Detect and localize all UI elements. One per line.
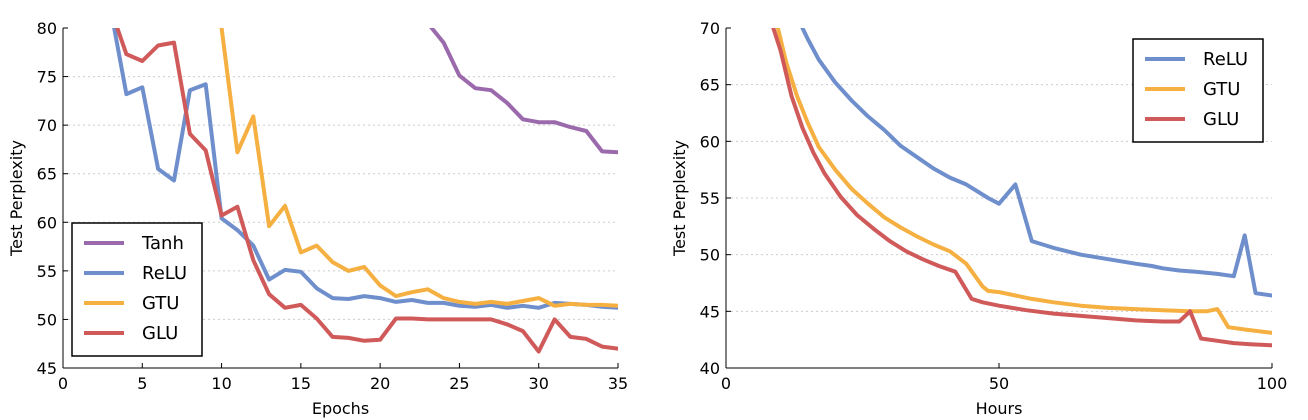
- y-tick-label: 50: [700, 246, 720, 265]
- series-line-gtu: [219, 28, 618, 308]
- chart-epochs: 45 50 55 60 65 70 75 80 0 5 10 15 20 25 30 35 Epochs Te…: [7, 19, 629, 418]
- legend-label-gtu: GTU: [1203, 79, 1240, 100]
- ticks: 45 50 55 60 65 70 75 80 0 5 10 15 20 25 30 35: [37, 19, 629, 393]
- y-tick-label: 50: [37, 310, 57, 329]
- y-tick-label: 60: [37, 213, 57, 232]
- y-axis-label: Test Perplexity: [7, 140, 26, 257]
- x-tick-label: 20: [370, 374, 390, 393]
- y-tick-label: 65: [700, 76, 720, 95]
- y-axis-label: Test Perplexity: [670, 140, 689, 257]
- legend-label-glu: GLU: [1203, 109, 1239, 130]
- x-axis-label: Hours: [976, 399, 1023, 418]
- axes: [62, 28, 618, 369]
- x-tick-label: 25: [449, 374, 469, 393]
- y-tick-label: 80: [37, 19, 57, 38]
- legend: ReLU GTU GLU: [1132, 38, 1264, 143]
- series-line-gtu: [775, 28, 1272, 335]
- legend-box: [1132, 38, 1264, 143]
- legend-label-relu: ReLU: [1203, 49, 1248, 70]
- series-line-glu: [771, 28, 1272, 348]
- chart-hours: 40 45 50 55 60 65 70 0 50 100 Hours Test Perplexi…: [670, 19, 1288, 418]
- x-tick-label: 30: [529, 374, 549, 393]
- legend-label-relu: ReLU: [142, 263, 187, 284]
- x-axis-label: Epochs: [312, 399, 369, 418]
- ticks: 40 45 50 55 60 65 70 0 50 100: [700, 19, 1288, 393]
- y-tick-label: 55: [700, 189, 720, 208]
- series-group: [771, 28, 1272, 348]
- legend-label-tanh: Tanh: [141, 233, 184, 254]
- legend-label-gtu: GTU: [142, 293, 179, 314]
- series-group: [112, 28, 618, 354]
- y-tick-label: 75: [37, 68, 57, 87]
- x-tick-label: 0: [58, 374, 68, 393]
- x-tick-label: 35: [608, 374, 628, 393]
- x-tick-label: 5: [137, 374, 147, 393]
- y-tick-label: 60: [700, 132, 720, 151]
- series-line-relu: [800, 28, 1272, 298]
- legend: Tanh ReLU GTU GLU: [71, 222, 203, 357]
- legend-label-glu: GLU: [142, 323, 178, 344]
- x-tick-label: 0: [721, 374, 731, 393]
- y-tick-label: 45: [700, 302, 720, 321]
- x-tick-label: 10: [211, 374, 231, 393]
- y-tick-label: 65: [37, 165, 57, 184]
- x-tick-label: 100: [1257, 374, 1288, 393]
- series-line-tanh: [429, 28, 618, 155]
- x-tick-label: 50: [989, 374, 1009, 393]
- y-tick-label: 70: [37, 116, 57, 135]
- y-tick-label: 40: [700, 359, 720, 378]
- y-tick-label: 70: [700, 19, 720, 38]
- series-line-relu: [112, 28, 618, 310]
- x-tick-label: 15: [291, 374, 311, 393]
- y-tick-label: 55: [37, 262, 57, 281]
- series-line-glu: [115, 28, 618, 354]
- y-tick-label: 45: [37, 359, 57, 378]
